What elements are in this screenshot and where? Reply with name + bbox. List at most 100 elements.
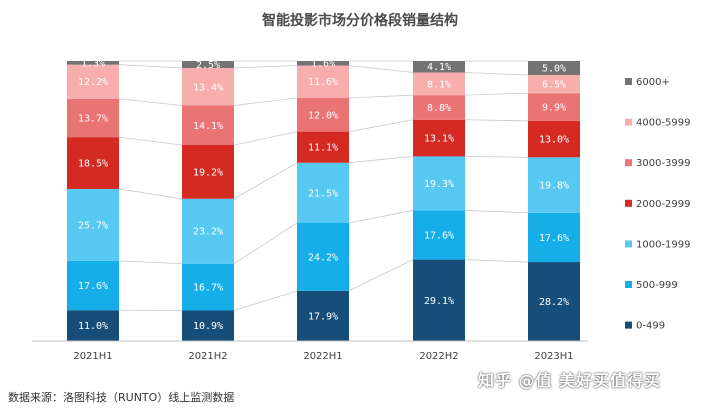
data-label: 29.1% bbox=[424, 296, 454, 307]
category-label: 2021H2 bbox=[188, 351, 227, 362]
data-label: 17.6% bbox=[78, 281, 108, 292]
bar-segment bbox=[297, 97, 349, 132]
category-label: 2023H1 bbox=[534, 351, 573, 362]
data-label: 19.8% bbox=[539, 181, 569, 192]
data-label: 18.5% bbox=[78, 159, 108, 170]
bar-segment bbox=[528, 212, 580, 263]
bar-segment bbox=[182, 105, 234, 145]
data-label: 4.1% bbox=[427, 62, 451, 73]
connector-line bbox=[118, 64, 183, 69]
connector-line bbox=[118, 260, 183, 265]
bar-segment bbox=[297, 223, 349, 291]
connector-line bbox=[118, 98, 183, 106]
data-label: 6.5% bbox=[542, 80, 566, 91]
data-label: 1.6% bbox=[311, 59, 335, 70]
bar-segment bbox=[528, 93, 580, 121]
bar-segment bbox=[67, 310, 119, 341]
data-label: 11.6% bbox=[308, 77, 338, 88]
bar-segment bbox=[528, 120, 580, 158]
data-label: 5.0% bbox=[542, 64, 566, 75]
legend-swatch bbox=[625, 78, 632, 85]
data-label: 12.2% bbox=[78, 77, 108, 88]
data-label: 8.8% bbox=[427, 103, 451, 114]
data-label: 13.1% bbox=[424, 134, 454, 145]
bar-segment bbox=[67, 188, 119, 261]
data-label: 13.4% bbox=[193, 82, 223, 93]
bar-segment bbox=[413, 210, 465, 260]
source-note: 数据来源：洛图科技（RUNTO）线上监测数据 bbox=[8, 391, 235, 404]
bar-segment bbox=[413, 72, 465, 96]
data-label: 2.5% bbox=[196, 60, 220, 71]
data-label: 24.2% bbox=[308, 252, 338, 263]
legend-swatch bbox=[625, 118, 632, 126]
bar-segment bbox=[182, 263, 234, 311]
data-label: 13.7% bbox=[78, 113, 108, 124]
data-label: 19.2% bbox=[193, 167, 223, 178]
data-label: 13.0% bbox=[539, 135, 569, 146]
connector-line bbox=[464, 72, 529, 76]
bar-segment bbox=[67, 260, 119, 311]
bar-segment bbox=[297, 162, 349, 224]
connector-line bbox=[118, 136, 183, 146]
connector-line bbox=[233, 290, 298, 311]
data-labels: 11.0% 17.6% 25.7% 18.5% 13.7% 12.2% 1.3% 10.9% 1… bbox=[78, 58, 569, 332]
connector-line bbox=[464, 259, 529, 263]
data-label: 17.6% bbox=[424, 230, 454, 241]
data-label: 11.1% bbox=[308, 143, 338, 154]
data-label: 17.9% bbox=[308, 311, 338, 322]
bar-segments bbox=[67, 61, 580, 341]
bar-segment bbox=[182, 68, 234, 106]
bar-segment bbox=[182, 310, 234, 341]
data-label: 12.0% bbox=[308, 110, 338, 121]
connector-line bbox=[348, 155, 414, 164]
connector-line bbox=[348, 65, 414, 73]
connector-line bbox=[118, 188, 183, 200]
bar-segment bbox=[297, 290, 349, 341]
data-label: 10.9% bbox=[193, 321, 223, 332]
bar-segment bbox=[67, 137, 119, 189]
category-label: 2022H2 bbox=[419, 351, 458, 362]
legend-swatch bbox=[625, 240, 632, 248]
bar-segment bbox=[182, 145, 234, 199]
legend-label: 1000-1999 bbox=[636, 239, 691, 250]
bar-segment bbox=[413, 156, 465, 211]
bar-segment bbox=[413, 95, 465, 120]
data-label: 21.5% bbox=[308, 188, 338, 199]
connector-line bbox=[464, 119, 529, 122]
connector-line bbox=[233, 65, 298, 69]
connector-line bbox=[348, 209, 414, 224]
connector-line bbox=[464, 155, 529, 158]
connector-line bbox=[348, 259, 414, 292]
data-label: 28.2% bbox=[539, 297, 569, 308]
data-label: 16.7% bbox=[193, 283, 223, 294]
bar-segment bbox=[528, 262, 580, 341]
legend-swatch bbox=[625, 281, 632, 288]
bar-segment bbox=[528, 157, 580, 213]
connector-line bbox=[348, 119, 414, 133]
data-label: 14.1% bbox=[193, 121, 223, 132]
connector-line bbox=[233, 222, 298, 265]
category-labels: 2021H1 2021H2 2022H1 2022H2 2023H1 bbox=[73, 351, 573, 362]
legend-swatch bbox=[625, 159, 632, 167]
bar-segment bbox=[297, 65, 349, 98]
connector-line bbox=[464, 92, 529, 96]
bar-segment bbox=[413, 61, 465, 73]
legend-label: 3000-3999 bbox=[636, 158, 691, 169]
legend-label: 2000-2999 bbox=[636, 199, 691, 210]
bar-segment bbox=[297, 61, 349, 66]
bar-segment bbox=[67, 64, 119, 99]
data-label: 23.2% bbox=[193, 227, 223, 238]
connector-line bbox=[233, 162, 298, 200]
connector-line bbox=[464, 209, 529, 214]
category-label: 2021H1 bbox=[73, 351, 112, 362]
data-label: 25.7% bbox=[78, 220, 108, 231]
connector-line bbox=[233, 131, 298, 146]
data-label: 17.6% bbox=[539, 233, 569, 244]
bar-segment bbox=[528, 61, 580, 75]
category-label: 2022H1 bbox=[303, 351, 342, 362]
bar-segment bbox=[297, 131, 349, 163]
bar-segment bbox=[182, 198, 234, 264]
connector-line bbox=[348, 94, 414, 99]
data-label: 9.9% bbox=[542, 103, 566, 114]
bar-segment bbox=[413, 259, 465, 341]
